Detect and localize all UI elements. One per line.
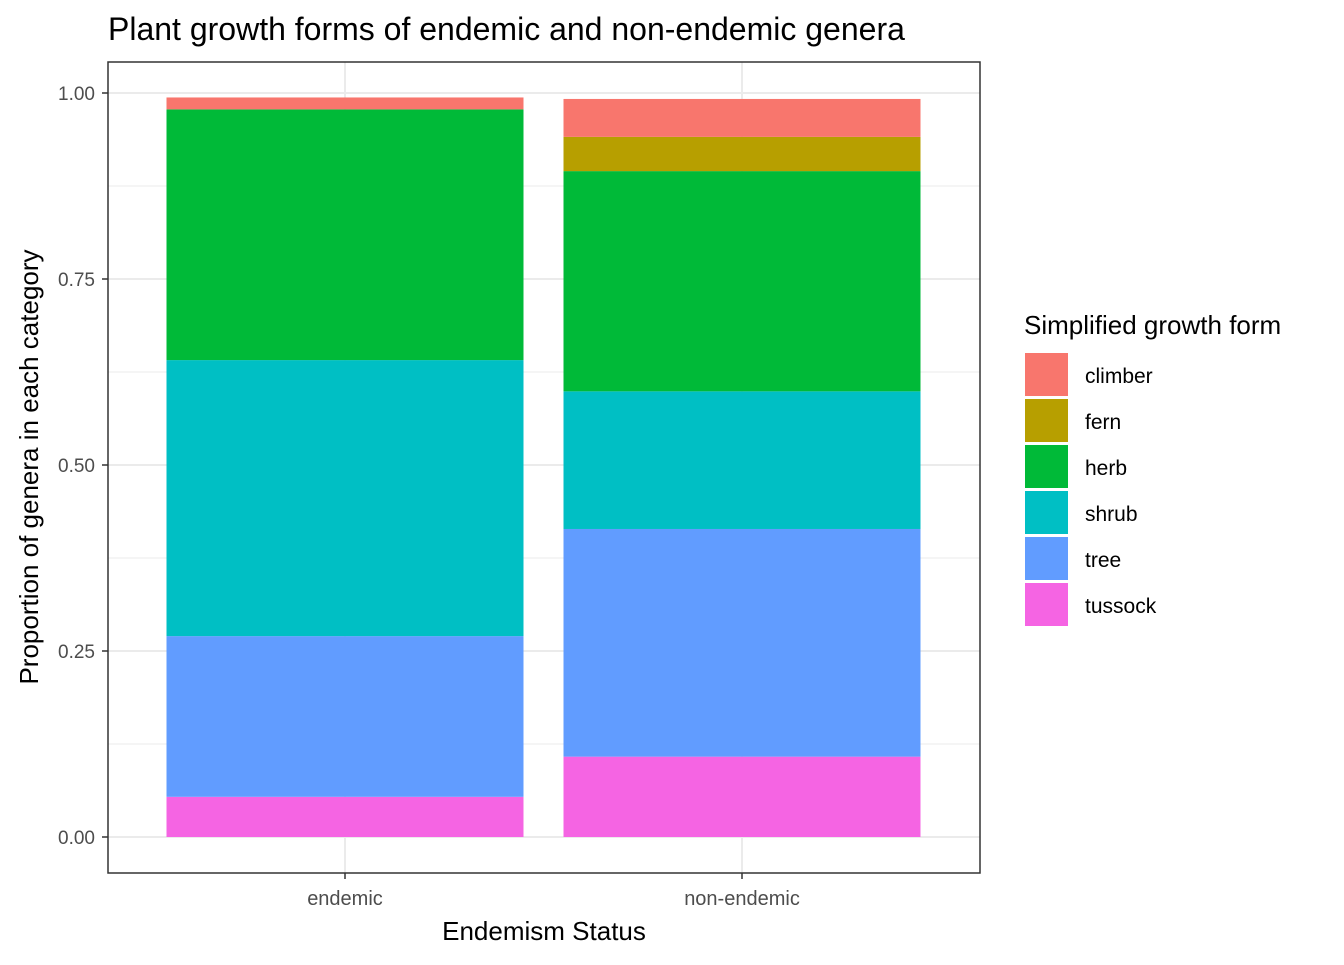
x-tick-label: endemic	[307, 888, 383, 910]
legend-key-shrub	[1025, 491, 1068, 534]
y-tick-label: 0.00	[58, 828, 95, 849]
plot-panel: 0.00 0.25 0.50 0.75 1.00 endemic non-endemic	[58, 61, 981, 910]
bar-segment-tree	[166, 636, 524, 797]
legend-label-herb: herb	[1085, 457, 1127, 480]
bar-segment-tussock	[563, 756, 921, 837]
legend-label-climber: climber	[1085, 365, 1153, 388]
bar-segment-climber	[563, 98, 921, 137]
legend-label-fern: fern	[1085, 411, 1121, 434]
legend-key-fern	[1025, 399, 1068, 442]
bar-segment-tussock	[166, 796, 524, 837]
y-tick-label: 1.00	[58, 84, 95, 105]
x-axis-label: Endemism Status	[442, 916, 646, 946]
y-axis-label: Proportion of genera in each category	[14, 249, 44, 684]
y-tick-label: 0.25	[58, 642, 95, 663]
x-tick-label: non-endemic	[684, 888, 800, 910]
legend-label-shrub: shrub	[1085, 503, 1138, 526]
legend-title: Simplified growth form	[1024, 310, 1281, 340]
y-tick-label: 0.75	[58, 270, 95, 291]
legend-label-tree: tree	[1085, 549, 1121, 572]
legend-key-herb	[1025, 445, 1068, 488]
legend-key-tussock	[1025, 583, 1068, 626]
y-tick-label: 0.50	[58, 456, 95, 477]
legend-key-tree	[1025, 537, 1068, 580]
bar-segment-shrub	[166, 360, 524, 637]
legend: Simplified growth form climber fern herb sh…	[1024, 310, 1281, 626]
bar-segment-climber	[166, 97, 524, 110]
bar-segment-herb	[563, 171, 921, 392]
panel-border	[107, 61, 981, 874]
bar-segment-tree	[563, 528, 921, 757]
chart-title: Plant growth forms of endemic and non-en…	[108, 11, 905, 47]
legend-label-tussock: tussock	[1085, 595, 1157, 618]
bar-segment-fern	[563, 136, 921, 172]
legend-key-climber	[1025, 353, 1068, 396]
bar-segment-shrub	[563, 391, 921, 529]
bar-segment-herb	[166, 109, 524, 361]
